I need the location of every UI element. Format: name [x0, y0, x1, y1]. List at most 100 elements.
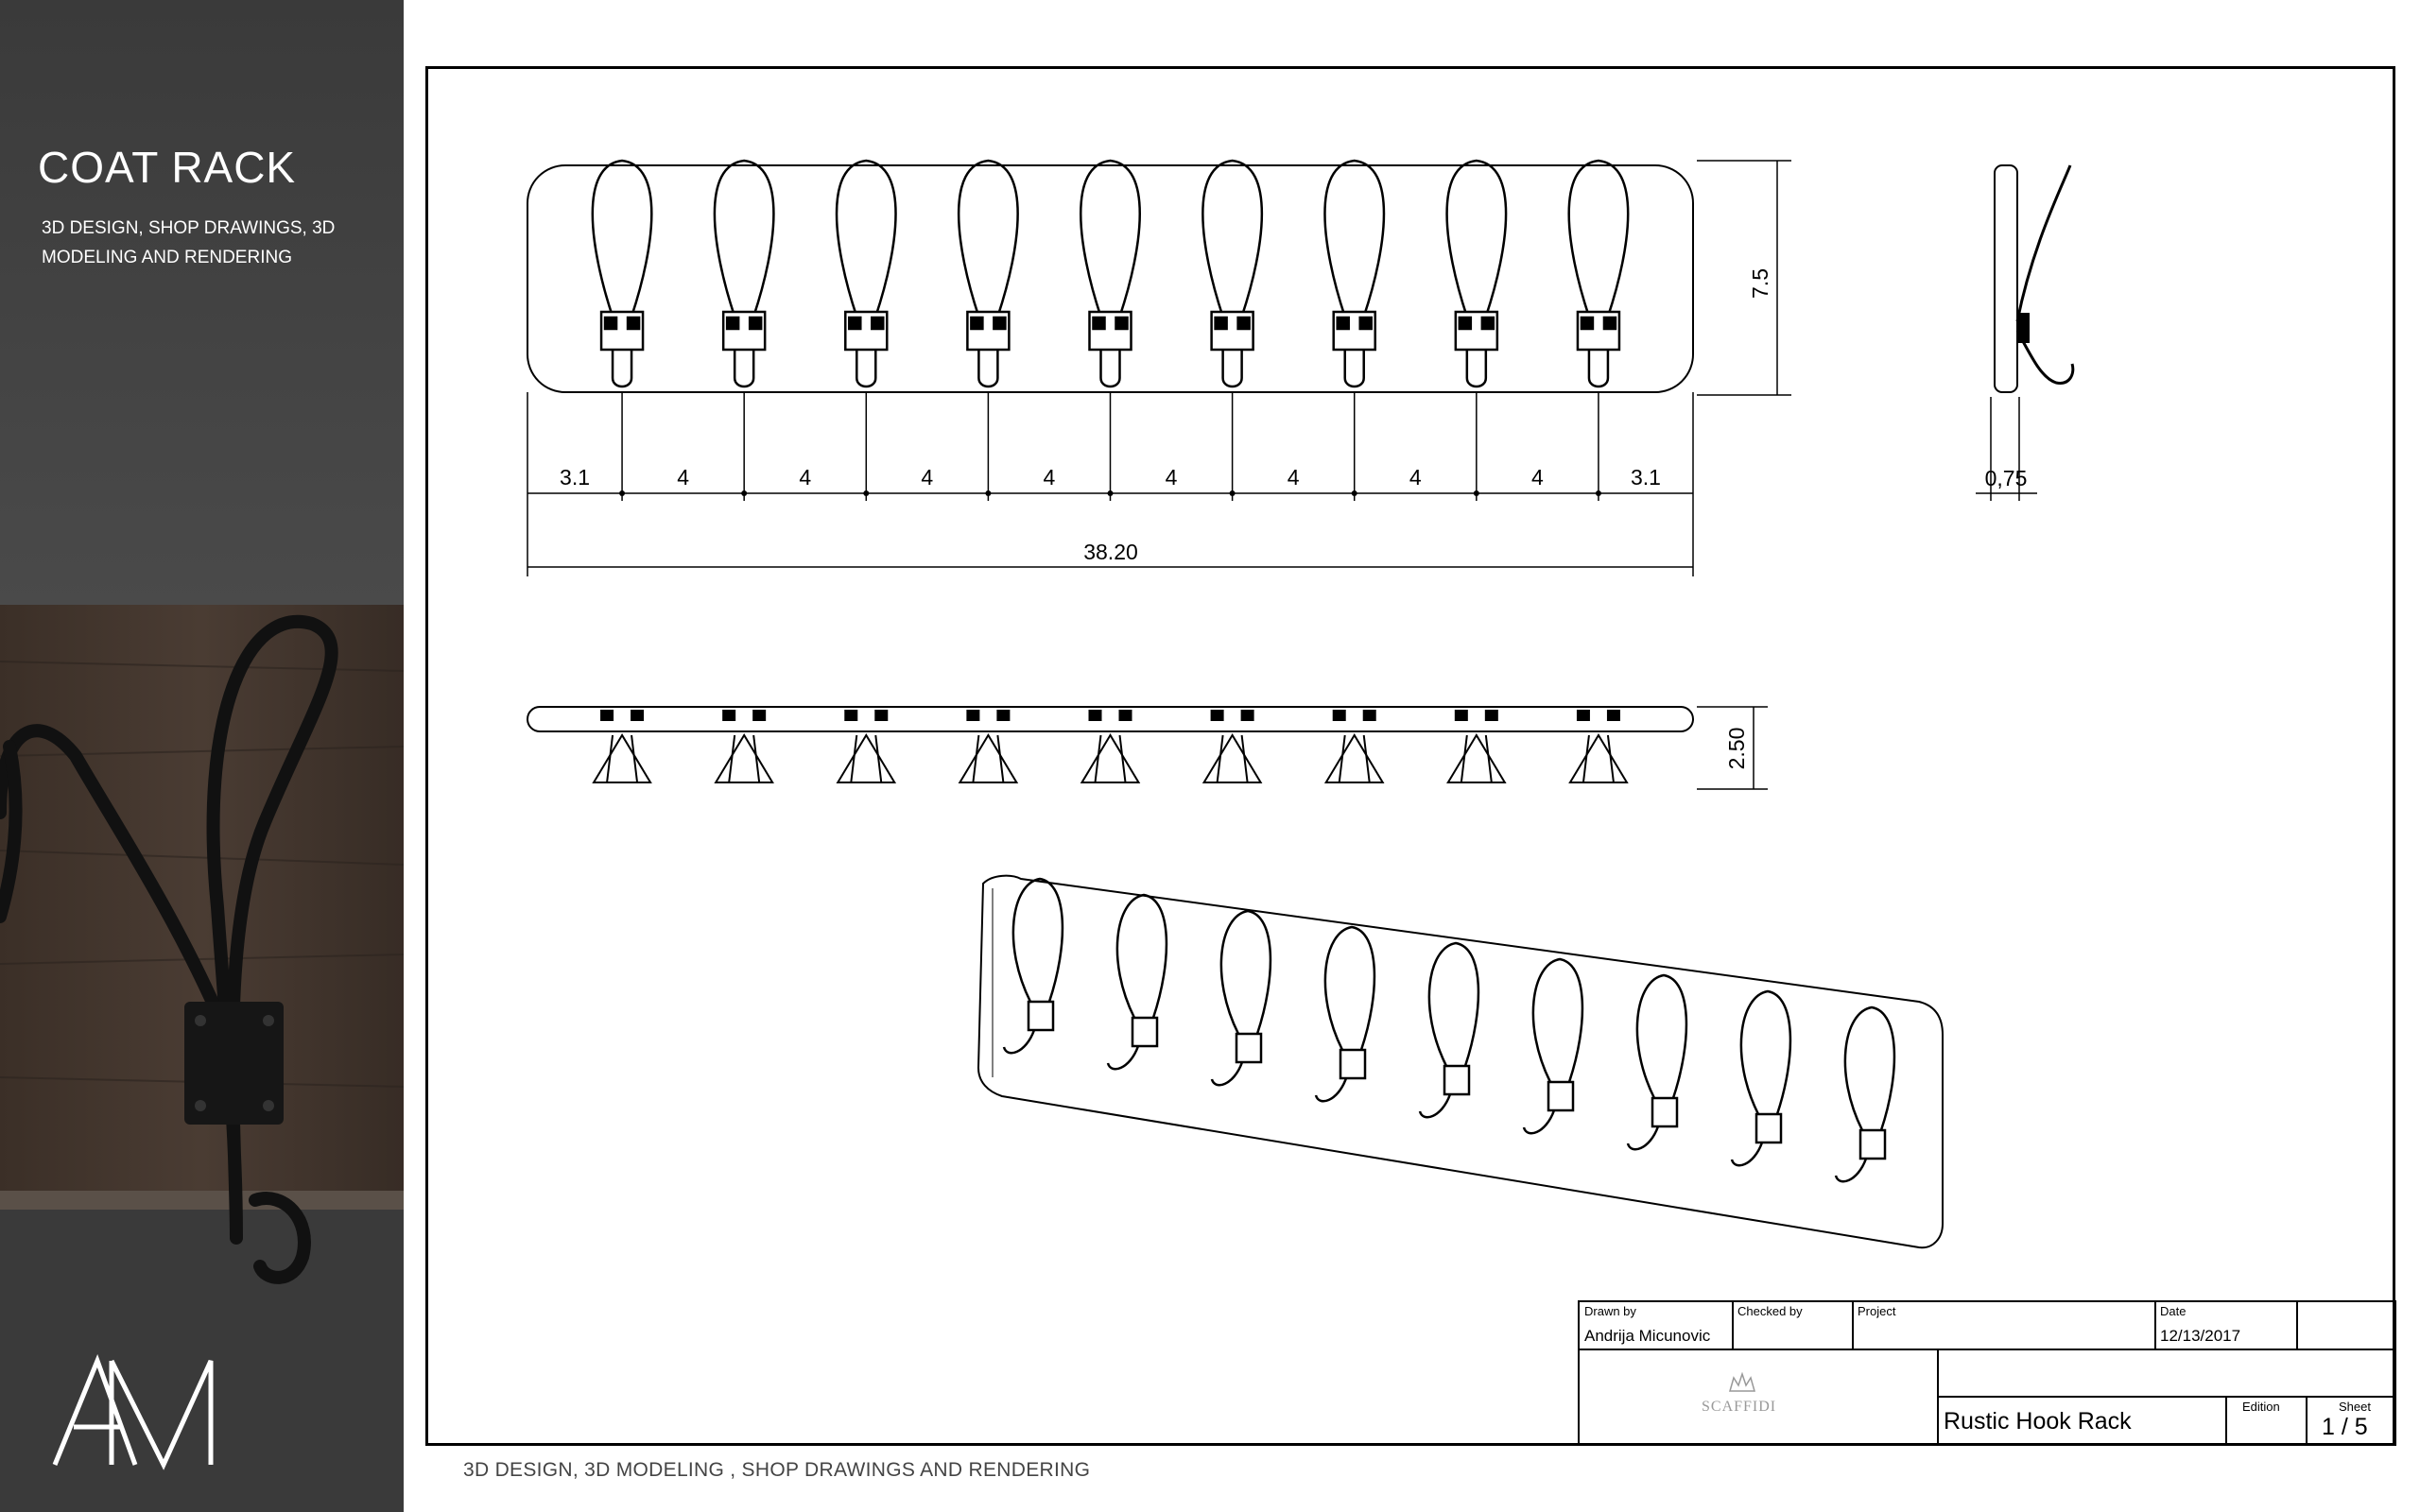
am-logo-icon	[52, 1354, 214, 1470]
top-hook-mount	[1606, 710, 1620, 721]
top-hook-wire	[1582, 734, 1615, 783]
footer-note: 3D DESIGN, 3D MODELING , SHOP DRAWINGS A…	[463, 1459, 1091, 1481]
top-hook-wire	[1460, 734, 1493, 783]
top-hook-mount	[752, 710, 767, 721]
iso-hook-plate	[1547, 1080, 1575, 1112]
top-hook-profile	[1080, 733, 1141, 783]
front-hook-screw	[1602, 316, 1617, 331]
front-hook-screw	[970, 316, 984, 331]
iso-hook-end	[1834, 1158, 1868, 1183]
top-hook-mount	[1362, 710, 1376, 721]
iso-hook-plate	[1443, 1064, 1471, 1096]
iso-hook-end	[1522, 1109, 1556, 1135]
sheet-value: 1 / 5	[2322, 1414, 2368, 1440]
front-hook-loop	[1445, 159, 1508, 318]
drawn-by-value: Andrija Micunovic	[1584, 1327, 1711, 1345]
dim-tick	[1229, 490, 1236, 496]
front-hook-loop	[713, 159, 775, 318]
front-hook-screw	[1236, 316, 1251, 331]
top-hook-mount	[1484, 710, 1498, 721]
top-hook-mount	[966, 710, 980, 721]
sidebar: COAT RACK 3D DESIGN, SHOP DRAWINGS, 3D M…	[0, 0, 404, 1512]
iso-hook-plate	[1754, 1112, 1783, 1144]
dim-height: 7.5	[1748, 268, 1772, 299]
front-hook-loop	[1567, 159, 1630, 318]
top-hook-mount	[1210, 710, 1224, 721]
top-hook-wire	[972, 734, 1005, 783]
date-label: Date	[2160, 1304, 2187, 1318]
top-hook-profile	[592, 733, 652, 783]
front-hook-screw	[1092, 316, 1106, 331]
iso-hook-loop	[1739, 989, 1792, 1115]
dim-segment: 4	[1288, 465, 1300, 490]
sidebar-background	[0, 0, 404, 614]
top-hook-mount	[844, 710, 858, 721]
iso-view-board	[977, 874, 1944, 1249]
top-view-board	[527, 706, 1694, 732]
top-hook-mount	[874, 710, 889, 721]
dim-segment: 4	[921, 465, 933, 490]
iso-hook-loop	[1115, 893, 1168, 1019]
front-hook-screw	[1580, 316, 1595, 331]
front-view-board	[527, 164, 1694, 393]
iso-hook-end	[1106, 1045, 1140, 1071]
top-hook-wire	[850, 734, 883, 783]
front-hook-end	[856, 350, 877, 388]
dim-segment: 4	[1409, 465, 1422, 490]
top-hook-mount	[1332, 710, 1346, 721]
iso-hook-plate	[1858, 1128, 1887, 1160]
iso-hook-loop	[1531, 957, 1584, 1083]
top-hook-profile	[1323, 733, 1385, 783]
front-hook-end	[1221, 350, 1243, 388]
sidebar-subtitle: 3D DESIGN, SHOP DRAWINGS, 3D MODELING AN…	[42, 218, 336, 267]
dim-segment: 3.1	[560, 465, 590, 490]
top-hook-wire	[1216, 734, 1249, 783]
top-hook-mount	[600, 710, 614, 721]
front-hook-end	[977, 350, 999, 388]
front-hook-end	[733, 350, 755, 388]
dim-segment: 4	[677, 465, 689, 490]
top-hook-mount	[1576, 710, 1590, 721]
dim-tick	[619, 490, 626, 496]
front-hook-loop	[1080, 159, 1141, 318]
front-hook-loop	[1201, 159, 1263, 318]
dim-tick	[985, 490, 992, 496]
dim-side-height: 2.50	[1724, 728, 1749, 770]
iso-hook-plate	[1235, 1032, 1263, 1064]
top-hook-mount	[1454, 710, 1468, 721]
iso-hook-loop	[1219, 909, 1272, 1035]
front-hook-screw	[1115, 316, 1129, 331]
iso-hook-end	[1626, 1125, 1660, 1151]
front-hook-end	[1099, 350, 1121, 388]
title-block	[1578, 1300, 2396, 1446]
front-hook-loop	[591, 159, 653, 318]
top-hook-profile	[1201, 733, 1263, 783]
drawing-sheet	[425, 66, 2395, 1446]
iso-hook-plate	[1339, 1048, 1367, 1080]
front-hook-end	[1343, 350, 1365, 388]
company-logo: SCAFFIDI	[1702, 1399, 1777, 1415]
front-hook-screw	[626, 316, 641, 331]
top-hook-mount	[1240, 710, 1254, 721]
iso-hook-end	[1314, 1077, 1348, 1103]
iso-hook-loop	[1843, 1005, 1896, 1131]
iso-hook-plate	[1131, 1016, 1159, 1048]
front-hook-end	[1465, 350, 1488, 388]
edition-label: Edition	[2242, 1400, 2280, 1414]
dim-segment: 4	[1044, 465, 1056, 490]
company-crown-icon	[1729, 1372, 1755, 1392]
top-hook-wire	[1338, 734, 1371, 783]
front-hook-screw	[848, 316, 862, 331]
top-hook-wire	[606, 734, 639, 783]
front-hook-end	[611, 350, 633, 388]
front-hook-screw	[603, 316, 618, 331]
front-hook-screw	[871, 316, 885, 331]
top-hook-mount	[1088, 710, 1102, 721]
sheet-label: Sheet	[2339, 1400, 2371, 1414]
dim-tick	[1595, 490, 1601, 496]
iso-hook-end	[1002, 1029, 1036, 1055]
top-hook-mount	[722, 710, 736, 721]
iso-hook-end	[1418, 1093, 1452, 1119]
dim-tick	[1351, 490, 1357, 496]
top-hook-wire	[728, 734, 761, 783]
